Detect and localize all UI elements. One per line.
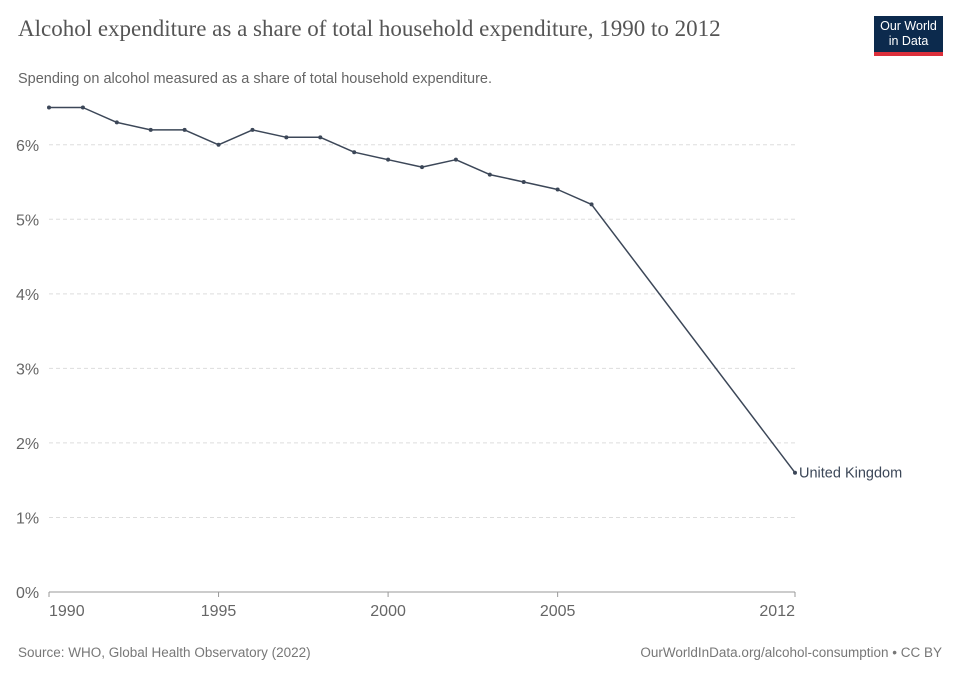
y-tick-label: 1% [16, 510, 39, 527]
series-label: United Kingdom [799, 466, 902, 482]
owid-logo[interactable]: Our World in Data [874, 16, 943, 56]
data-point [386, 157, 391, 162]
data-point [555, 187, 560, 192]
data-point [521, 180, 526, 185]
x-axis: 1990 1995 2000 2005 2012 [48, 591, 796, 620]
data-point [487, 172, 492, 177]
x-tick-label: 1990 [49, 603, 85, 620]
data-point [148, 127, 153, 132]
logo-line-2: in Data [888, 34, 929, 48]
series-layer: United Kingdom [47, 105, 902, 482]
y-axis-tick-labels: 0% 1% 2% 3% 4% 5% 6% [16, 138, 39, 602]
data-point [420, 165, 424, 170]
data-point [47, 105, 51, 110]
x-tick-label: 2012 [759, 603, 795, 620]
x-tick-label: 2000 [370, 603, 406, 620]
data-point [318, 135, 323, 140]
y-tick-label: 6% [16, 138, 39, 155]
y-tick-label: 3% [16, 361, 39, 378]
data-point [80, 105, 85, 110]
credit-link[interactable]: OurWorldInData.org/alcohol-consumption •… [640, 645, 942, 660]
data-point [453, 157, 458, 162]
y-tick-label: 5% [16, 212, 39, 229]
chart-subtitle: Spending on alcohol measured as a share … [18, 71, 492, 87]
data-point [352, 150, 357, 155]
source-note: Source: WHO, Global Health Observatory (… [18, 645, 311, 660]
series-line [49, 106, 796, 474]
data-point [216, 142, 221, 147]
chart-title: Alcohol expenditure as a share of total … [18, 16, 721, 41]
logo-line-1: Our World [880, 19, 937, 33]
y-tick-label: 0% [16, 585, 39, 602]
data-point [182, 127, 187, 132]
x-tick-label: 1995 [201, 603, 237, 620]
data-point [793, 470, 797, 475]
data-point [589, 202, 594, 207]
y-tick-label: 4% [16, 287, 39, 304]
y-tick-label: 2% [16, 436, 39, 453]
data-point [250, 127, 255, 132]
grid-lines [49, 144, 795, 518]
data-point [284, 135, 289, 140]
data-point [114, 120, 119, 125]
line-chart: 0% 1% 2% 3% 4% 5% 6% 1990 1995 2000 2005 2012 Unit… [16, 105, 902, 620]
x-tick-label: 2005 [540, 603, 576, 620]
